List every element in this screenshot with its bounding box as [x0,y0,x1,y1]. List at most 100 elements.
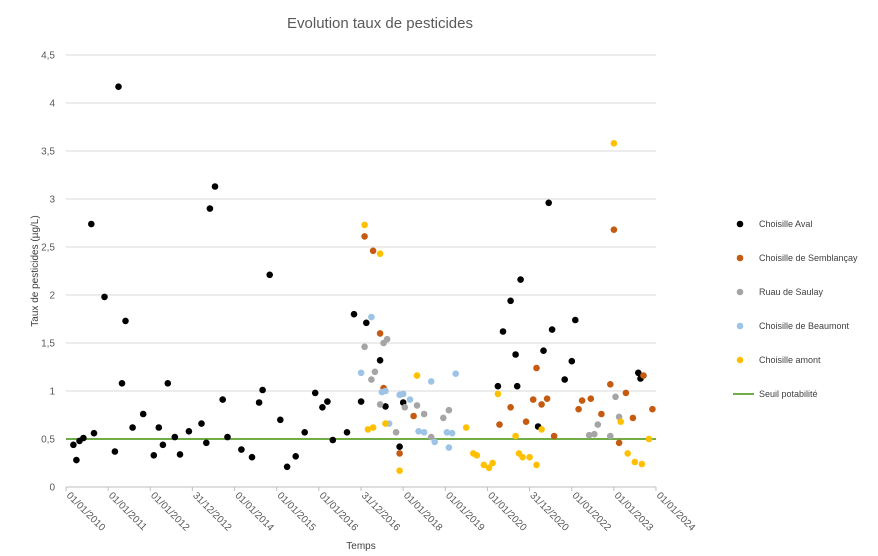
data-point [645,435,653,443]
y-tick-label: 3,5 [41,147,55,158]
data-point [427,433,435,441]
data-point [70,441,77,449]
data-point [155,424,163,431]
legend-marker [736,220,744,228]
data-point [399,390,407,398]
data-point [238,446,245,453]
data-point [371,368,379,376]
data-point [496,421,503,428]
x-tick-label: 01/01/2012 [148,490,191,533]
data-point [638,460,646,468]
x-tick-label: 31/12/2012 [190,490,233,533]
data-point [176,451,184,458]
data-point [319,404,326,411]
data-point [115,83,122,90]
data-point [259,386,266,394]
x-tick-label: 01/01/2023 [612,490,655,533]
data-point [413,402,421,409]
data-point [219,396,226,403]
data-point [396,467,403,475]
y-tick-labels: 0 0,5 1 1,5 2 2,5 3 3,5 4 4,5 [41,51,55,494]
data-point [376,330,384,337]
data-point [512,351,519,358]
legend-marker [736,356,744,364]
data-point [522,418,530,426]
series-4 [361,140,653,475]
data-point [445,406,453,414]
data-point [369,424,377,431]
data-point [376,357,384,364]
data-point [561,376,568,383]
x-tick-label: 01/01/2014 [232,490,275,533]
legend-entry: Seuil potabilité [759,389,818,399]
data-point [462,424,470,431]
data-point [324,398,331,405]
data-point [361,343,368,351]
data-point [612,393,619,401]
data-point [533,364,540,372]
data-point [585,431,593,439]
data-point [410,412,417,420]
data-point [445,444,453,451]
y-tick-label: 4 [49,99,55,110]
data-point [368,313,375,321]
data-point [440,414,447,422]
data-point [615,439,623,447]
series-1 [361,226,656,457]
data-point [512,432,519,440]
data-point [610,140,618,147]
data-point [550,432,558,440]
data-point [617,418,624,426]
legend-marker [736,322,744,330]
y-tick-label: 0,5 [41,435,55,446]
data-point [90,429,98,437]
data-point [118,380,126,387]
data-point [363,319,370,327]
data-point [73,456,80,464]
data-point [533,461,540,469]
y-tick-label: 1 [49,387,55,398]
data-point [357,398,365,405]
data-point [529,396,537,403]
x-tick-label: 01/01/2024 [654,490,697,533]
data-point [591,430,598,438]
data-point [343,429,351,436]
data-point [607,381,614,388]
data-point [376,401,384,408]
x-tick-label: 31/12/2020 [527,490,570,533]
data-point [427,378,435,385]
data-point [594,421,602,428]
data-point [622,389,630,397]
data-point [255,399,263,406]
data-point [164,380,172,387]
data-point [171,433,179,441]
data-point [364,426,372,433]
data-point [203,439,210,447]
data-point [540,347,547,355]
data-point [507,404,514,411]
data-point [382,387,389,395]
data-point [311,389,319,397]
data-point [396,450,403,457]
data-point [548,326,556,333]
y-tick-label: 2 [49,291,55,302]
data-point [513,382,521,390]
data-point [640,372,647,379]
x-tick-label: 01/01/2011 [106,490,149,533]
data-points [70,83,656,475]
data-point [392,429,400,436]
data-point [443,429,451,436]
data-point [292,453,300,460]
data-point [517,276,524,283]
data-point [629,414,637,422]
x-tick-label: 01/01/2022 [570,490,613,533]
data-point [369,247,377,255]
x-axis-label: Temps [346,541,375,552]
data-point [494,382,502,390]
y-tick-label: 1,5 [41,339,55,350]
data-point [499,328,507,335]
data-point [111,448,119,455]
data-point [283,463,291,471]
data-point [185,428,193,435]
